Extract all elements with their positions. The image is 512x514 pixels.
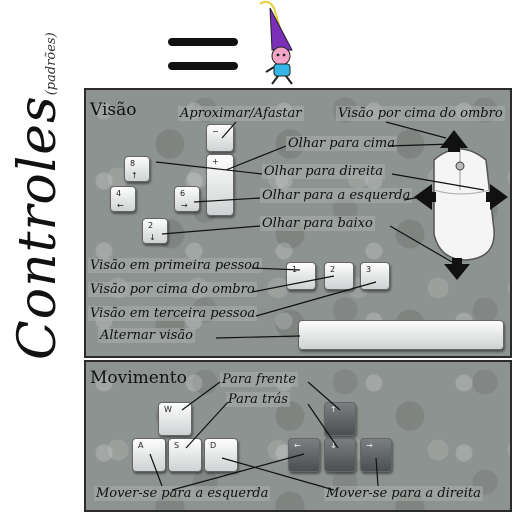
key-1[interactable]: 1 xyxy=(286,262,316,290)
view-title: Visão xyxy=(90,100,137,120)
label-zoom: Aproximar/Afastar xyxy=(178,106,304,121)
numpad-6-key[interactable]: 6 → xyxy=(174,186,200,212)
arrow-right-icon xyxy=(484,182,510,212)
side-title-main: Controles xyxy=(8,95,68,360)
label-look-up: Olhar para cima xyxy=(286,136,397,151)
numpad-2-key[interactable]: 2 ↓ xyxy=(142,218,168,244)
label-toggle-view: Alternar visão xyxy=(98,328,195,343)
label-back: Para trás xyxy=(226,392,290,407)
numpad-8-key[interactable]: 8 ↑ xyxy=(124,156,150,182)
label-forward: Para frente xyxy=(220,372,298,387)
side-title: Controles(padrões) xyxy=(8,0,68,360)
numpad-plus-key[interactable]: + xyxy=(206,154,234,216)
arrow-right-key[interactable]: → xyxy=(360,438,392,472)
movement-title: Movimento xyxy=(90,368,187,388)
key-3[interactable]: 3 xyxy=(360,262,390,290)
arrow-up-icon xyxy=(434,128,474,154)
w-key[interactable]: W xyxy=(158,402,192,436)
movement-panel: Movimento W A S D ↑ ← ↓ → Para frente Pa… xyxy=(84,360,512,512)
d-key[interactable]: D xyxy=(204,438,238,472)
label-third-person: Visão em terceira pessoa xyxy=(88,306,257,321)
view-panel: Visão 8 ↑ 4 ← 6 → 2 ↓ − + 1 2 3 Aproximar/Af… xyxy=(84,88,512,358)
arrow-left-key[interactable]: ← xyxy=(288,438,320,472)
label-move-right: Mover-se para a direita xyxy=(324,486,483,501)
label-first-person: Visão em primeira pessoa xyxy=(88,258,262,273)
s-key[interactable]: S xyxy=(168,438,202,472)
label-over-shoulder: Visão por cima do ombro xyxy=(88,282,257,297)
header-bar-bottom xyxy=(168,62,238,70)
label-look-right: Olhar para direita xyxy=(262,164,385,179)
numpad-4-key[interactable]: 4 ← xyxy=(110,186,136,212)
arrow-down-key[interactable]: ↓ xyxy=(324,438,356,472)
arrow-up-key[interactable]: ↑ xyxy=(324,402,356,436)
label-over-shoulder-top: Visão por cima do ombro xyxy=(336,106,505,121)
key-2[interactable]: 2 xyxy=(324,262,354,290)
label-move-left: Mover-se para a esquerda xyxy=(94,486,270,501)
header-bar-top xyxy=(168,38,238,46)
side-title-sub: (padrões) xyxy=(44,32,59,95)
arrow-left-icon xyxy=(412,182,438,212)
label-look-left: Olhar para a esquerda xyxy=(260,188,412,203)
label-look-down: Olhar para baixo xyxy=(260,216,375,231)
spacebar-key[interactable] xyxy=(298,320,504,350)
arrow-down-icon xyxy=(442,256,472,282)
numpad-minus-key[interactable]: − xyxy=(206,124,234,152)
wizard-mascot-icon xyxy=(250,0,320,86)
a-key[interactable]: A xyxy=(132,438,166,472)
